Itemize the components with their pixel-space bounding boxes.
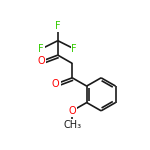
Text: F: F	[55, 21, 61, 31]
Text: CH₃: CH₃	[63, 120, 81, 130]
Text: F: F	[39, 44, 44, 54]
Text: O: O	[68, 106, 76, 116]
Text: O: O	[52, 79, 60, 89]
Text: F: F	[72, 44, 77, 54]
Text: O: O	[38, 56, 45, 66]
